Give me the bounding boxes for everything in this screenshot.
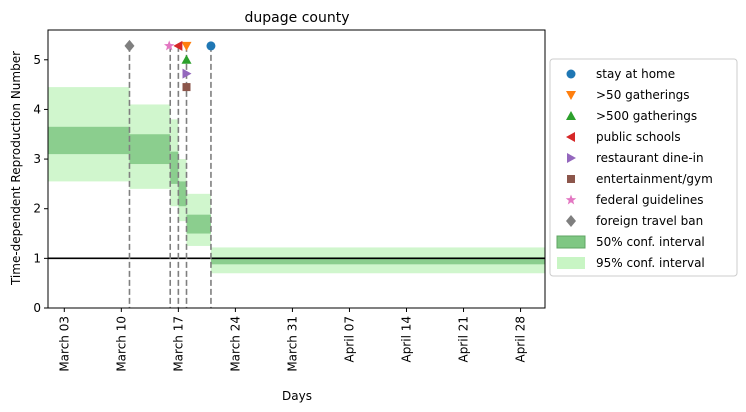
y-axis-label: Time-dependent Reproduction Number	[9, 51, 23, 286]
legend-marker	[567, 153, 576, 163]
x-tick-label: March 31	[285, 316, 299, 372]
legend-label: >50 gatherings	[596, 88, 690, 102]
intervention-marker	[182, 68, 192, 79]
legend-label: entertainment/gym	[596, 172, 713, 186]
legend-label: foreign travel ban	[596, 214, 703, 228]
chart-title: dupage county	[245, 10, 350, 26]
legend-label: restaurant dine-in	[596, 151, 704, 165]
intervention-marker	[181, 41, 192, 51]
legend-label: 50% conf. interval	[596, 235, 705, 249]
x-tick-label: March 10	[114, 316, 128, 372]
x-tick-label: April 07	[342, 316, 356, 363]
legend-marker	[566, 132, 575, 142]
y-tick-label: 0	[33, 301, 41, 315]
y-tick-label: 2	[33, 202, 41, 216]
plot-frame	[47, 29, 546, 309]
legend-label: federal guidelines	[596, 193, 704, 207]
legend-label: >500 gatherings	[596, 109, 697, 123]
y-tick-label: 4	[33, 102, 41, 116]
x-tick-label: March 24	[228, 316, 242, 372]
intervention-marker	[182, 83, 191, 92]
legend-label: public schools	[596, 130, 681, 144]
intervention-marker	[206, 41, 216, 51]
legend-marker	[566, 215, 576, 227]
ci50-band	[170, 151, 179, 184]
ci50-band	[48, 126, 130, 155]
legend: stay at home >50 gatherings >500 gathering…	[549, 58, 738, 277]
intervention-marker	[173, 40, 183, 51]
intervention-marker	[124, 39, 135, 52]
legend-label: 95% conf. interval	[596, 256, 705, 270]
legend-swatch	[556, 235, 586, 249]
x-tick-label: March 17	[171, 316, 185, 372]
legend-marker	[565, 194, 577, 205]
legend-marker	[566, 111, 576, 120]
ci50-band	[210, 257, 545, 265]
x-tick-label: April 28	[514, 316, 528, 363]
x-tick-label: April 14	[399, 316, 413, 363]
ci50-band	[186, 214, 211, 234]
legend-label: stay at home	[596, 67, 675, 81]
legend-marker	[567, 175, 575, 183]
legend-box	[549, 58, 738, 277]
plot-area: 0 1 2 3 4 5 March 03 March 10 March 17 March 24 Ma…	[33, 29, 546, 372]
intervention-marker	[163, 40, 175, 51]
intervention-marker	[181, 54, 192, 64]
legend-marker	[566, 91, 576, 100]
legend-swatch	[557, 257, 585, 269]
y-tick-label: 1	[33, 251, 41, 265]
ci50-band	[129, 134, 171, 165]
y-tick-label: 3	[33, 152, 41, 166]
legend-marker	[566, 69, 576, 79]
x-tick-label: April 21	[457, 316, 471, 363]
x-axis-label: Days	[282, 389, 312, 403]
x-tick-label: March 03	[57, 316, 71, 372]
y-tick-label: 5	[33, 53, 41, 67]
ci50-band	[178, 181, 187, 207]
